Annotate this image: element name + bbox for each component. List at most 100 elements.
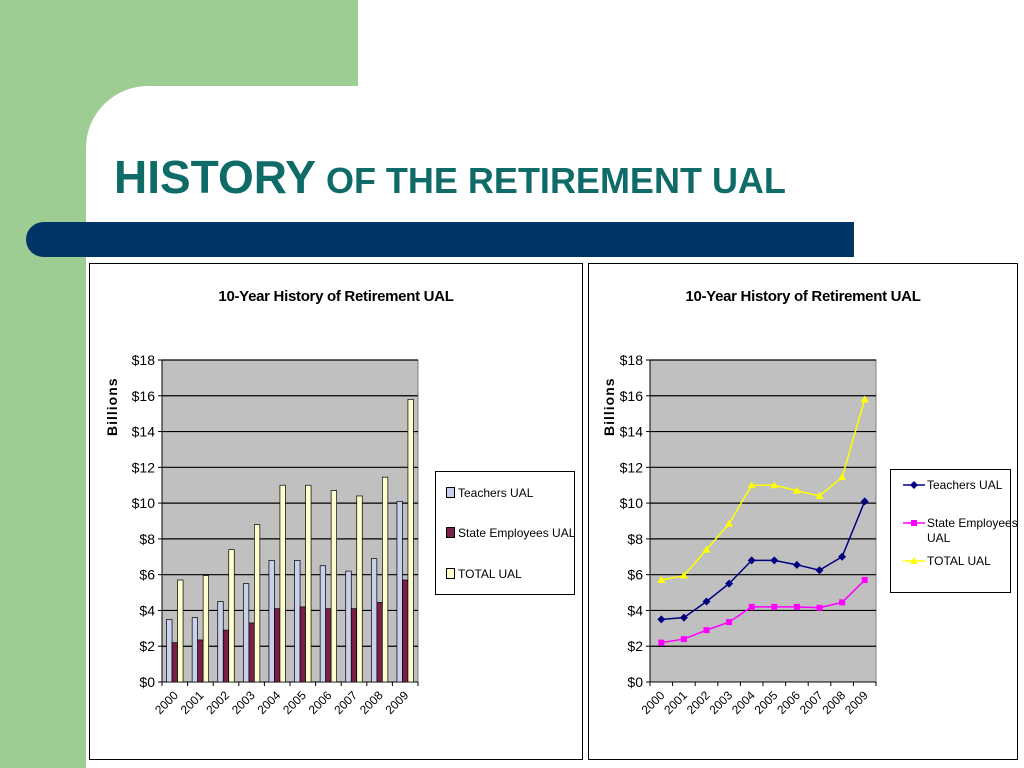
slide-title-main: HISTORY [114,151,316,203]
point-teachers-ual [725,579,734,588]
x-tick-label: 2000 [639,688,668,717]
slide-title-rest: OF THE RETIREMENT UAL [315,160,786,201]
x-tick-label: 2005 [752,688,781,717]
point-state-employees-ual [726,619,733,626]
line-legend-item-teachers: Teachers UAL [903,478,1018,493]
y-tick-label: $14 [620,424,644,440]
point-state-employees-ual [658,639,665,646]
bar-legend-item-total: TOTAL UAL [446,566,522,581]
point-total-ual [725,519,734,527]
bar-total-ual [407,399,414,683]
bar-teachers-ual [294,560,301,683]
bar-teachers-ual [217,601,224,683]
bar-teachers-ual [396,500,403,683]
bar-state-employees-ual [402,579,409,683]
bar-total-ual [382,476,389,683]
point-total-ual [702,545,711,553]
point-state-employees-ual [680,636,687,643]
bar-state-employees-ual [299,606,306,683]
point-state-employees-ual [703,627,710,634]
bar-state-employees-ual [274,608,281,683]
x-tick-label: 2005 [280,688,309,717]
x-tick-label: 2002 [203,688,232,717]
point-state-employees-ual [771,603,778,610]
bar-teachers-ual [191,617,199,683]
y-tick-label: $4 [139,602,155,618]
bar-state-employees-ual [197,639,204,683]
point-state-employees-ual [839,599,846,606]
bar-teachers-ual [371,558,378,683]
point-total-ual [815,491,824,499]
bar-teachers-ual [268,560,275,683]
x-tick-label: 2000 [152,688,181,717]
bar-teachers-ual [166,619,173,683]
point-total-ual [792,486,801,494]
x-tick-label: 2009 [842,688,871,717]
x-tick-label: 2003 [706,688,735,717]
bar-total-ual [202,575,210,683]
line-chart-plot: $0$2$4$6$8$10$12$14$16$18200020012002200… [620,352,877,717]
y-tick-label: $6 [627,567,643,583]
point-teachers-ual [747,556,756,565]
line-legend-marker-state [903,520,925,526]
bar-legend-label-total: TOTAL UAL [458,566,522,581]
bar-state-employees-ual [350,608,358,683]
y-tick-label: $12 [132,459,156,475]
line-legend-label-total: TOTAL UAL [927,554,991,568]
bar-legend-label-teachers: Teachers UAL [458,485,534,500]
bar-chart-title: 10-Year History of Retirement UAL [218,288,454,305]
bar-legend-swatch-state [446,527,455,539]
point-teachers-ual [838,552,847,561]
x-tick-label: 2001 [178,688,207,717]
y-tick-label: $8 [627,531,643,547]
point-total-ual [860,395,869,403]
y-tick-label: $16 [620,388,644,404]
x-tick-label: 2008 [357,688,386,717]
bar-state-employees-ual [171,642,178,683]
point-state-employees-ual [861,577,868,584]
point-teachers-ual [815,566,824,575]
bar-total-ual [330,490,337,683]
x-tick-label: 2003 [229,688,258,717]
bar-teachers-ual [319,565,326,683]
bar-total-ual [177,579,184,683]
plot-area [649,359,877,683]
x-tick-label: 2009 [383,688,412,717]
bar-state-employees-ual [325,608,332,683]
y-tick-label: $0 [139,674,155,690]
bar-legend-label-state: State Employees UAL [458,525,576,540]
line-total-ual [661,399,866,581]
line-chart-frame: 10-Year History of Retirement UAL Billio… [588,263,1018,760]
x-tick-label: 2007 [797,688,826,717]
title-underline-band [26,222,854,257]
point-total-ual [747,481,756,489]
y-tick-label: $4 [627,602,643,618]
x-tick-label: 2001 [661,688,690,717]
x-tick-label: 2004 [729,688,758,717]
x-tick-label: 2008 [819,688,848,717]
x-tick-label: 2002 [684,688,713,717]
line-legend-label-teachers: Teachers UAL [927,478,1003,492]
y-tick-label: $14 [132,424,156,440]
bar-teachers-ual [243,583,250,683]
x-tick-label: 2007 [331,688,360,717]
line-legend-item-total: TOTAL UAL [903,554,1018,569]
point-teachers-ual [679,613,688,622]
bar-chart-frame: 10-Year History of Retirement UAL Billio… [89,263,583,760]
bar-legend-item-teachers: Teachers UAL [446,485,533,500]
line-legend-marker-total [903,557,925,564]
x-tick-label: 2006 [774,688,803,717]
point-teachers-ual [657,615,666,624]
point-total-ual [770,481,779,489]
bar-total-ual [228,549,235,683]
y-tick-label: $8 [139,531,155,547]
bar-teachers-ual [345,570,352,683]
y-tick-label: $6 [139,567,155,583]
point-state-employees-ual [793,603,800,610]
bar-total-ual [279,484,286,683]
bar-total-ual [254,524,261,683]
point-teachers-ual [792,560,801,569]
y-tick-label: $12 [620,459,644,475]
point-total-ual [679,571,688,579]
slide-title: HISTORY OF THE RETIREMENT UAL [114,150,786,204]
